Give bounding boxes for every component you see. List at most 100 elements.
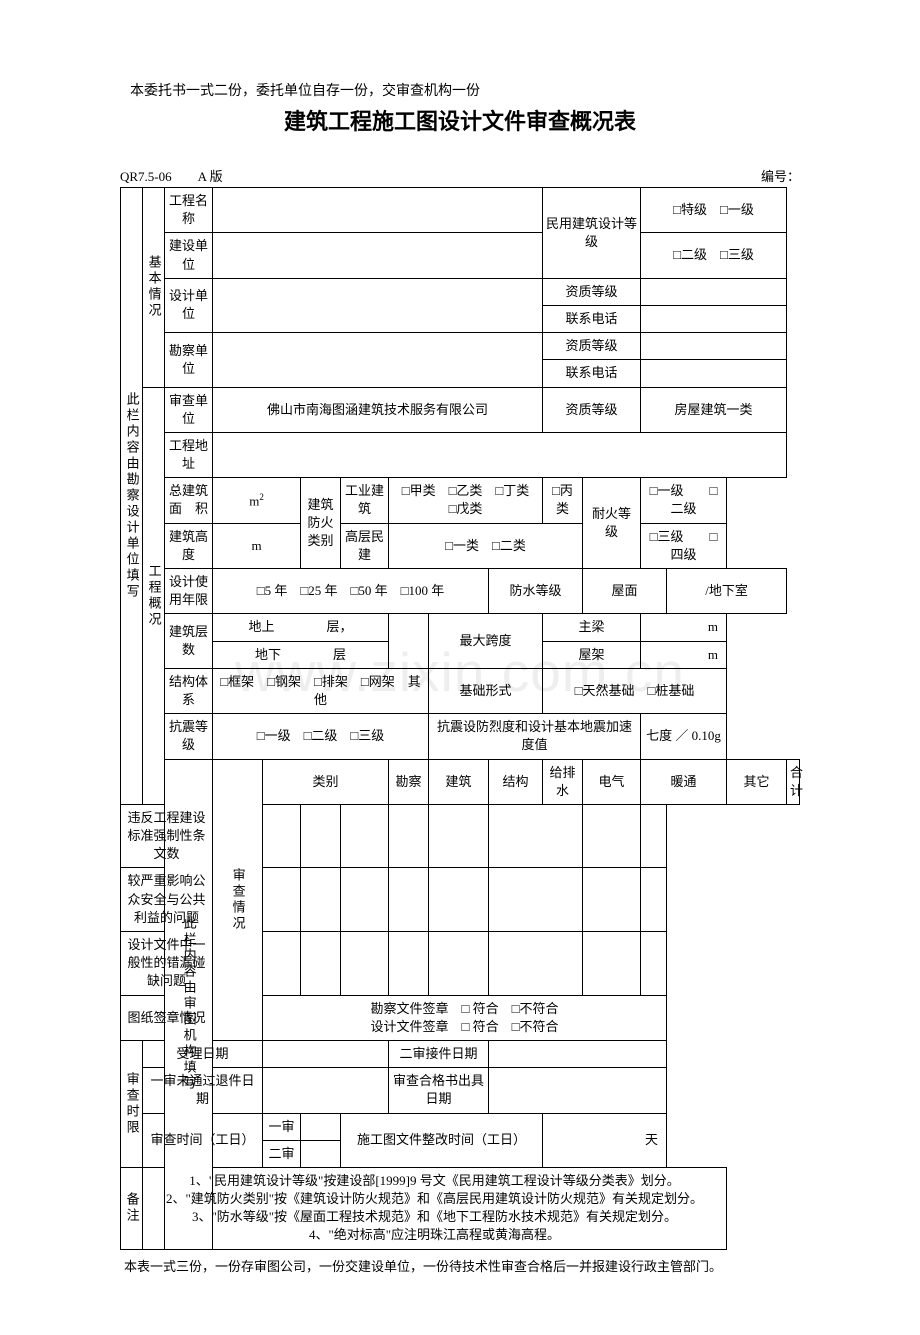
- label-proj-name: 工程名称: [165, 188, 213, 233]
- empty-span: [389, 614, 429, 668]
- cat-c: □丙类: [543, 478, 583, 523]
- th-arch: 建筑: [429, 759, 489, 804]
- label-return-date: 一审未通过退件日期: [143, 1068, 263, 1113]
- found-opts: □天然基础 □桩基础: [543, 668, 727, 713]
- c6: [489, 804, 583, 868]
- val-proj-addr: [213, 432, 787, 477]
- post-note: 本表一式三份，一份存审图公司，一份交建设单位，一份待技术性审查合格后一并报建设行…: [124, 1256, 800, 1275]
- side-label-1: 此栏内容由勘察设计单位填写: [121, 188, 143, 805]
- label-qual-3: 资质等级: [543, 387, 641, 432]
- val-second: [301, 1140, 341, 1167]
- label-review-time: 审查时间（工日）: [143, 1113, 263, 1167]
- seis-val: 七度 ／ 0.10g: [641, 714, 727, 759]
- label-first: 一审: [263, 1113, 301, 1140]
- val-m: m: [213, 523, 301, 568]
- th-category: 类别: [263, 759, 389, 804]
- d2: [301, 868, 341, 932]
- label-qual-1: 资质等级: [543, 278, 641, 305]
- th-hvac: 暖通: [641, 759, 727, 804]
- e5: [429, 932, 489, 996]
- label-total-area: 总建筑面 积: [165, 478, 213, 523]
- c5: [429, 804, 489, 868]
- val-pass-date: [489, 1068, 667, 1113]
- floors-1: 地上 层，: [213, 614, 389, 641]
- row-defects: 设计文件中一般性的错漏碰缺问题: [121, 932, 213, 996]
- section-time: 审查时限: [121, 1040, 143, 1167]
- th-survey: 勘察: [389, 759, 429, 804]
- val-build-unit: [213, 233, 543, 278]
- label-second: 二审: [263, 1140, 301, 1167]
- val-house-class: 房屋建筑一类: [641, 387, 787, 432]
- label-design-unit: 设计单位: [165, 278, 213, 332]
- c3: [341, 804, 389, 868]
- days: 天: [543, 1113, 667, 1167]
- label-fire-class: 建筑防火类别: [301, 478, 341, 569]
- c1: [263, 804, 301, 868]
- val-proj-name: [213, 188, 543, 233]
- label-review-unit: 审查单位: [165, 387, 213, 432]
- pre-note: 本委托书一式二份，委托单位自存一份，交审查机构一份: [130, 80, 800, 100]
- basement: /地下室: [667, 569, 787, 614]
- stamp-opts: 勘察文件签章 □ 符合 □不符合设计文件签章 □ 符合 □不符合: [263, 995, 667, 1040]
- label-use-life: 设计使用年限: [165, 569, 213, 614]
- label-second-date: 二审接件日期: [389, 1040, 489, 1067]
- life-opts: □5 年 □25 年 □50 年 □100 年: [213, 569, 489, 614]
- c8: [641, 804, 667, 868]
- label-pass-date: 审查合格书出具日期: [389, 1068, 489, 1113]
- val-accept-date: [263, 1040, 389, 1067]
- label-height: 建筑高度: [165, 523, 213, 568]
- d4: [389, 868, 429, 932]
- label-accept-date: 受理日期: [143, 1040, 263, 1067]
- label-phone-2: 联系电话: [543, 360, 641, 387]
- val-return-date: [263, 1068, 389, 1113]
- label-phone-1: 联系电话: [543, 305, 641, 332]
- beam-m: m: [641, 614, 727, 641]
- ind-opts: □甲类 □乙类 □丁类 □戊类: [389, 478, 543, 523]
- label-foundation: 基础形式: [429, 668, 543, 713]
- row-mand: 违反工程建设标准强制性条文数: [121, 804, 213, 868]
- label-remarks: 备注: [121, 1167, 143, 1249]
- row-stamp: 图纸签章情况: [121, 995, 213, 1040]
- label-industrial: 工业建筑: [341, 478, 389, 523]
- label-qual-2: 资质等级: [543, 333, 641, 360]
- d5: [429, 868, 489, 932]
- c7: [583, 804, 641, 868]
- label-rect-time: 施工图文件整改时间（工日）: [341, 1113, 543, 1167]
- val-qual-1: [641, 278, 787, 305]
- d8: [641, 868, 667, 932]
- val-qual-2: [641, 333, 787, 360]
- section-basic: 基本情况: [143, 188, 165, 388]
- c4: [389, 804, 429, 868]
- seis-opts: □一级 □二级 □三级: [213, 714, 429, 759]
- label-floors: 建筑层数: [165, 614, 213, 668]
- beam: 主梁: [543, 614, 641, 641]
- e3: [341, 932, 389, 996]
- serial-label: 编号：: [761, 166, 800, 185]
- e2: [301, 932, 341, 996]
- fire-12: □一级 □二级: [641, 478, 727, 523]
- struct-opts: □框架 □钢架 □排架 □网架 其他: [213, 668, 429, 713]
- label-struct-type: 结构体系: [165, 668, 213, 713]
- truss: 屋架: [543, 641, 641, 668]
- label-fire-resist: 耐火等级: [583, 478, 641, 569]
- d6: [489, 868, 583, 932]
- page-title: 建筑工程施工图设计文件审查概况表: [120, 104, 800, 136]
- remarks-text: 1、"民用建筑设计等级"按建设部[1999]9 号文《民用建筑工程设计等级分类表…: [143, 1167, 727, 1249]
- hr-opts: □一类 □二类: [389, 523, 583, 568]
- th-plumb: 给排水: [543, 759, 583, 804]
- d3: [341, 868, 389, 932]
- main-table: 此栏内容由勘察设计单位填写 基本情况 工程名称 民用建筑设计等级 □特级 □一级…: [120, 187, 800, 1250]
- th-other: 其它: [727, 759, 787, 804]
- val-phone-2: [641, 360, 787, 387]
- d1: [263, 868, 301, 932]
- val-phone-1: [641, 305, 787, 332]
- grade-opts-1: □特级 □一级: [641, 188, 787, 233]
- th-struct: 结构: [489, 759, 543, 804]
- e8: [641, 932, 667, 996]
- e4: [389, 932, 429, 996]
- val-design-unit: [213, 278, 543, 332]
- grade-opts-2: □二级 □三级: [641, 233, 787, 278]
- val-survey-unit: [213, 333, 543, 387]
- section-review: 审查情况: [213, 759, 263, 1040]
- label-proj-addr: 工程地址: [165, 432, 213, 477]
